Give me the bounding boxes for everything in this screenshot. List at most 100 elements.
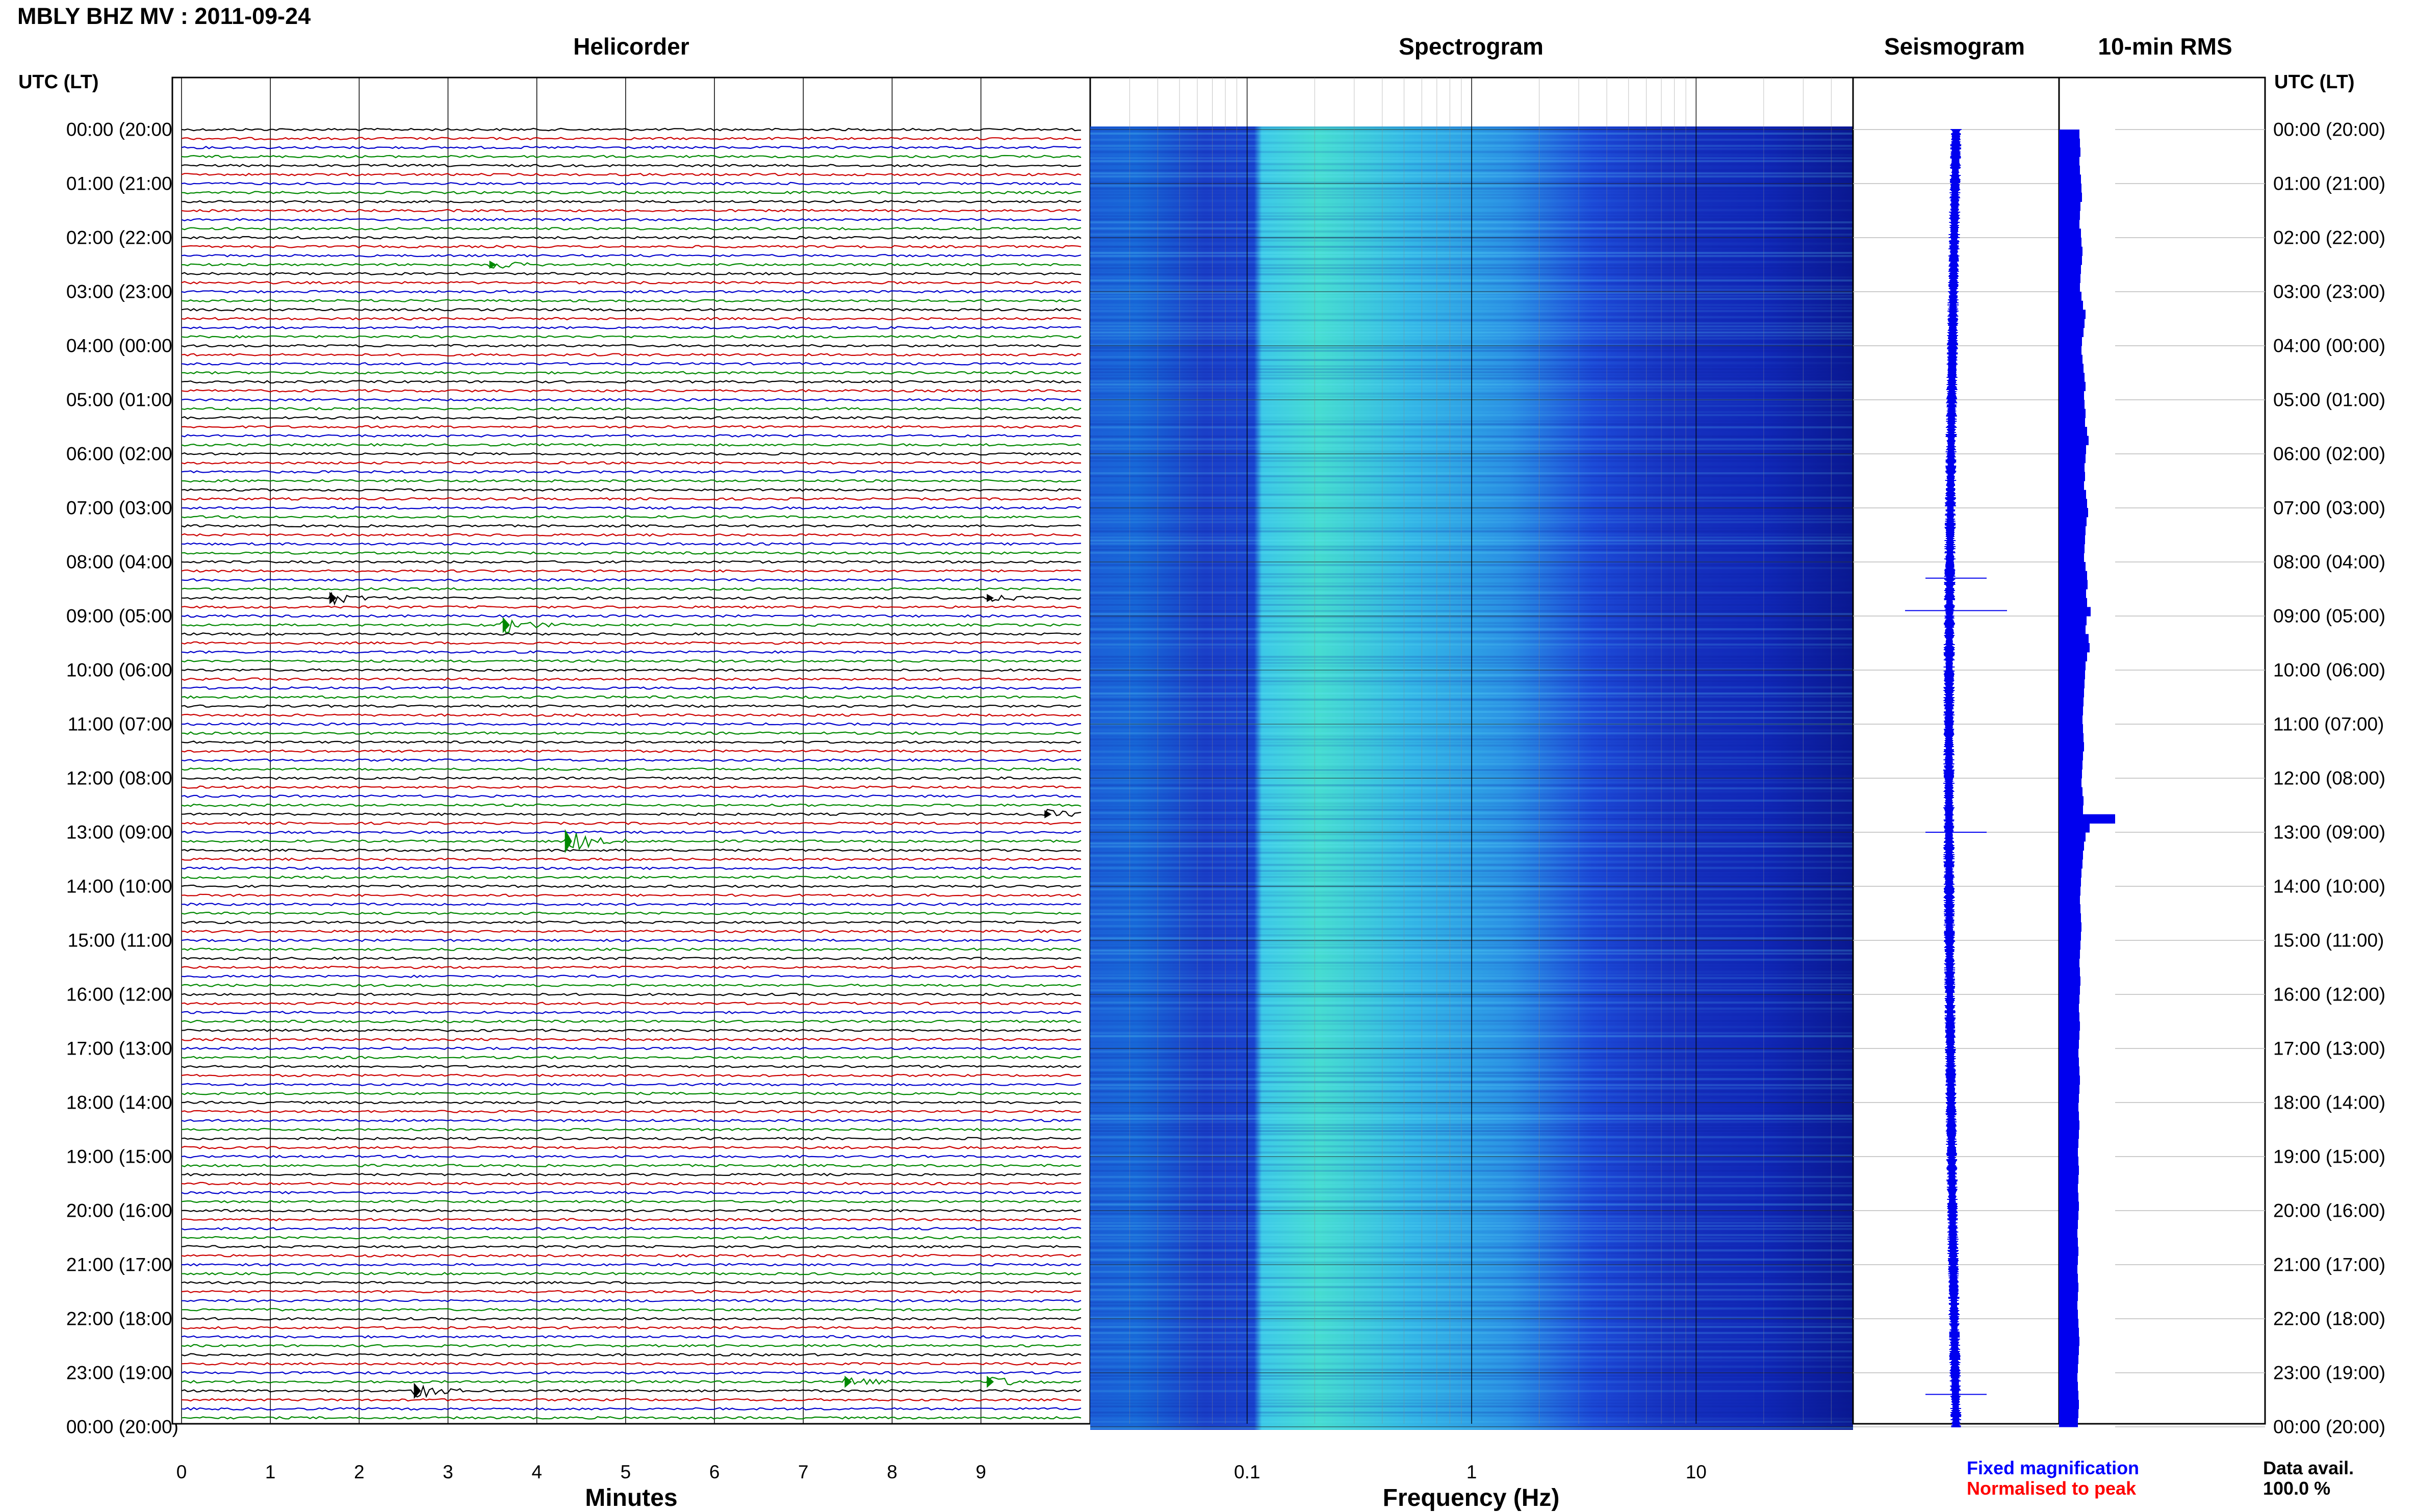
time-label-right: 19:00 (15:00): [2273, 1146, 2386, 1167]
rms-bar: [2059, 1211, 2078, 1220]
helicorder-trace: [181, 280, 1082, 285]
time-label-right: 23:00 (19:00): [2273, 1362, 2386, 1383]
rms-bar: [2059, 751, 2083, 761]
time-label-right: 15:00 (11:00): [2273, 930, 2384, 951]
seismic-event-marker: [564, 829, 572, 854]
time-label-left: 20:00 (16:00): [66, 1200, 178, 1221]
helicorder-trace: [181, 1245, 1082, 1249]
utc-label-left: UTC (LT): [18, 71, 99, 93]
helicorder-title: Helicorder: [573, 33, 689, 60]
rms-bar: [2059, 643, 2090, 653]
helicorder-trace: [181, 380, 1082, 384]
helicorder-trace: [181, 884, 1082, 888]
rms-bar: [2059, 985, 2080, 995]
rms-bar: [2059, 381, 2086, 391]
time-label-right: 00:00 (20:00): [2273, 1416, 2386, 1438]
helicorder-trace: [181, 1145, 1082, 1149]
rms-bar: [2059, 589, 2086, 599]
helicorder-trace: [181, 1091, 1082, 1095]
helicorder-trace: [181, 830, 1082, 834]
rms-bar: [2059, 130, 2079, 139]
time-label-left: 12:00 (08:00): [66, 767, 178, 789]
rms-bar: [2059, 1283, 2078, 1292]
minute-tick-label: 1: [265, 1462, 276, 1482]
rms-bar: [2059, 1228, 2077, 1238]
time-label-left: 17:00 (13:00): [66, 1038, 178, 1059]
helicorder-trace: [181, 713, 1082, 717]
helicorder-trace: [181, 1218, 1082, 1222]
helicorder-trace: [181, 344, 1082, 348]
helicorder-trace: [181, 1371, 1082, 1375]
time-label-right: 14:00 (10:00): [2273, 876, 2386, 897]
rms-bar: [2059, 1012, 2079, 1022]
helicorder-trace: [181, 461, 1081, 465]
frequency-axis-title: Frequency (Hz): [1382, 1484, 1560, 1511]
time-label-left: 14:00 (10:00): [66, 876, 178, 897]
rms-bar: [2059, 625, 2086, 634]
minute-tick-label: 2: [354, 1462, 365, 1482]
rms-bar: [2059, 165, 2080, 175]
helicorder-trace: [181, 911, 1082, 915]
rms-bar: [2059, 1084, 2079, 1094]
time-label-right: 17:00 (13:00): [2273, 1038, 2386, 1059]
time-label-left: 06:00 (02:00): [66, 443, 178, 465]
time-label-left: 10:00 (06:00): [66, 659, 178, 681]
rms-bar: [2059, 499, 2087, 508]
rms-bar: [2059, 859, 2082, 869]
rms-bar: [2059, 138, 2080, 148]
helicorder-trace: [181, 668, 1082, 672]
helicorder-trace: [181, 1398, 1082, 1402]
rms-bar: [2059, 616, 2087, 626]
legend-fixed-magnification: Fixed magnification: [1967, 1457, 2140, 1478]
helicorder-trace: [181, 1002, 1082, 1006]
rms-bar: [2059, 1300, 2077, 1310]
rms-bar: [2059, 922, 2081, 932]
seismic-event-marker: [329, 592, 337, 604]
time-label-right: 11:00 (07:00): [2273, 713, 2384, 735]
rms-bar: [2059, 832, 2086, 842]
time-label-right: 00:00 (20:00): [2273, 119, 2386, 140]
rms-bar: [2059, 1319, 2078, 1328]
helicorder-trace: [181, 425, 1082, 429]
rms-bar: [2059, 1292, 2078, 1301]
helicorder-trace: [181, 785, 1082, 789]
time-label-left: 16:00 (12:00): [66, 984, 178, 1005]
rms-bar: [2059, 1364, 2078, 1373]
rms-bar: [2059, 517, 2087, 526]
rms-bar: [2059, 1174, 2078, 1184]
helicorder-trace: [181, 1029, 1082, 1033]
helicorder-trace: [181, 1172, 1082, 1176]
frequency-tick-label: 10: [1685, 1462, 1707, 1482]
helicorder-trace: [181, 1407, 1082, 1411]
utc-label-right: UTC (LT): [2274, 71, 2355, 93]
rms-bar: [2059, 1381, 2078, 1391]
rms-bar: [2059, 1391, 2078, 1400]
helicorder-trace: [181, 164, 1082, 168]
rms-bar: [2059, 967, 2080, 977]
helicorder-trace: [181, 137, 1082, 141]
rms-bar: [2059, 1192, 2078, 1202]
helicorder-trace: [181, 1326, 1082, 1330]
rms-bar: [2059, 733, 2084, 742]
rms-bar: [2059, 634, 2089, 644]
time-label-right: 03:00 (23:00): [2273, 281, 2386, 302]
helicorder-trace: [181, 866, 1082, 870]
rms-bar: [2059, 796, 2084, 806]
rms-bar: [2059, 535, 2085, 545]
helicorder-trace: [181, 893, 1082, 898]
rms-bar: [2059, 481, 2084, 491]
rms-bar: [2059, 814, 2115, 824]
minute-tick-label: 8: [887, 1462, 897, 1482]
data-availability-label: Data avail.: [2263, 1457, 2354, 1478]
helicorder-trace: [181, 592, 1082, 606]
rms-bar: [2059, 1418, 2078, 1427]
minutes-axis-title: Minutes: [585, 1484, 678, 1511]
helicorder-trace: [181, 1064, 1082, 1068]
rms-bar: [2059, 607, 2091, 617]
helicorder-trace: [181, 677, 1082, 681]
helicorder-trace: [181, 398, 1082, 402]
helicorder-trace: [181, 776, 1082, 780]
helicorder-trace: [181, 1118, 1082, 1122]
rms-bar: [2059, 868, 2081, 878]
rms-bar: [2059, 562, 2086, 572]
